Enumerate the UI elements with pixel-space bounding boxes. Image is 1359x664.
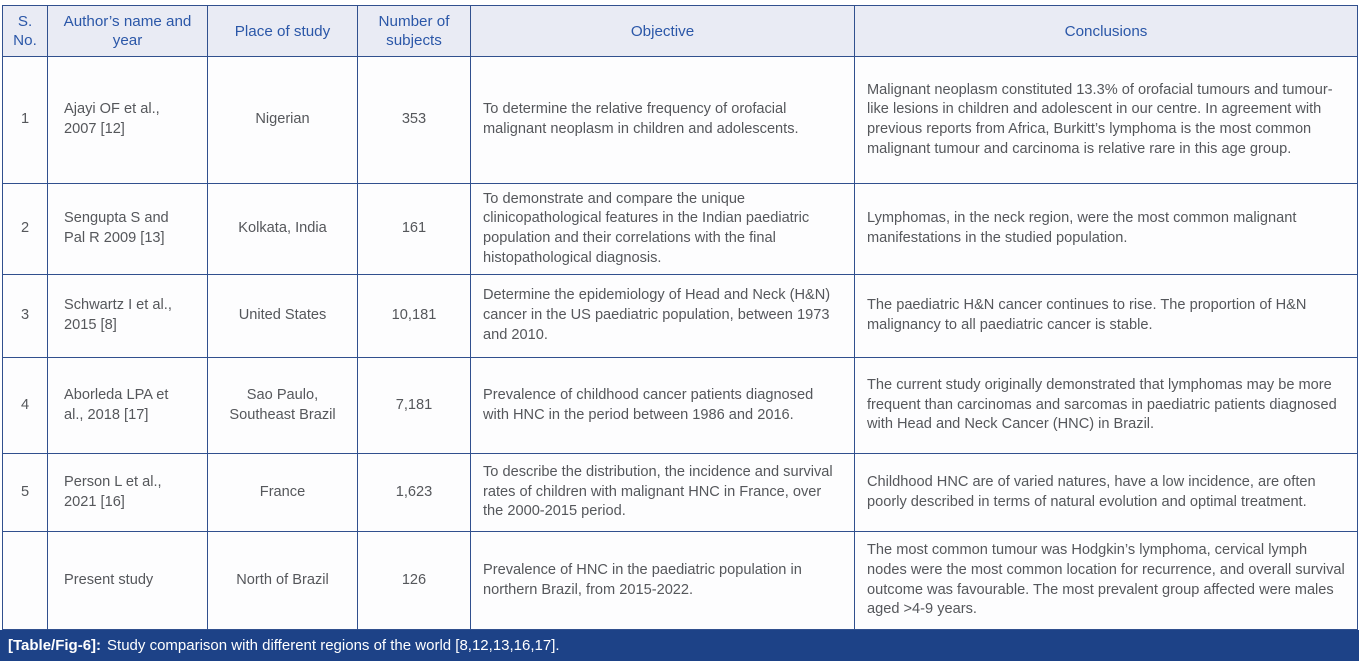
cell-author: Schwartz I et al., 2015 [8]	[47, 274, 208, 358]
cell-place: North of Brazil	[207, 531, 358, 630]
header-conclusions: Conclusions	[854, 5, 1358, 57]
cell-place: United States	[207, 274, 358, 358]
cell-place: Sao Paulo, Southeast Brazil	[207, 357, 358, 454]
cell-conclusions: The paediatric H&N cancer continues to r…	[854, 274, 1358, 358]
cell-objective: To demonstrate and compare the unique cl…	[470, 183, 855, 275]
study-comparison-table: S. No. Author’s name and year Place of s…	[2, 5, 1358, 630]
table-row: 5 Person L et al., 2021 [16] France 1,62…	[2, 453, 1358, 532]
table-header-row: S. No. Author’s name and year Place of s…	[2, 5, 1358, 57]
caption-label: [Table/Fig-6]:	[8, 637, 102, 654]
cell-objective: Prevalence of childhood cancer patients …	[470, 357, 855, 454]
cell-objective: To determine the relative frequency of o…	[470, 56, 855, 184]
header-sno: S. No.	[2, 5, 48, 57]
table-row: 2 Sengupta S and Pal R 2009 [13] Kolkata…	[2, 183, 1358, 275]
cell-sno: 2	[2, 183, 48, 275]
cell-sno: 4	[2, 357, 48, 454]
cell-author: Person L et al., 2021 [16]	[47, 453, 208, 532]
cell-sno: 5	[2, 453, 48, 532]
table-row: 3 Schwartz I et al., 2015 [8] United Sta…	[2, 274, 1358, 358]
cell-author: Present study	[47, 531, 208, 630]
cell-conclusions: The most common tumour was Hodgkin’s lym…	[854, 531, 1358, 630]
cell-place: Kolkata, India	[207, 183, 358, 275]
cell-conclusions: Childhood HNC are of varied natures, hav…	[854, 453, 1358, 532]
cell-sno: 3	[2, 274, 48, 358]
header-subjects: Number of subjects	[357, 5, 471, 57]
cell-conclusions: Lymphomas, in the neck region, were the …	[854, 183, 1358, 275]
header-objective: Objective	[470, 5, 855, 57]
cell-author: Aborleda LPA et al., 2018 [17]	[47, 357, 208, 454]
cell-subjects: 126	[357, 531, 471, 630]
cell-conclusions: The current study originally demonstrate…	[854, 357, 1358, 454]
cell-subjects: 161	[357, 183, 471, 275]
table-row: 1 Ajayi OF et al., 2007 [12] Nigerian 35…	[2, 56, 1358, 184]
table-row: Present study North of Brazil 126 Preval…	[2, 531, 1358, 630]
cell-place: France	[207, 453, 358, 532]
table-caption: [Table/Fig-6]: Study comparison with dif…	[0, 630, 1359, 661]
cell-author: Ajayi OF et al., 2007 [12]	[47, 56, 208, 184]
cell-subjects: 353	[357, 56, 471, 184]
cell-sno: 1	[2, 56, 48, 184]
header-author: Author’s name and year	[47, 5, 208, 57]
caption-text: Study comparison with different regions …	[107, 637, 560, 654]
cell-subjects: 1,623	[357, 453, 471, 532]
cell-author: Sengupta S and Pal R 2009 [13]	[47, 183, 208, 275]
cell-place: Nigerian	[207, 56, 358, 184]
cell-subjects: 10,181	[357, 274, 471, 358]
cell-objective: To describe the distribution, the incide…	[470, 453, 855, 532]
cell-conclusions: Malignant neoplasm constituted 13.3% of …	[854, 56, 1358, 184]
cell-objective: Prevalence of HNC in the paediatric popu…	[470, 531, 855, 630]
cell-subjects: 7,181	[357, 357, 471, 454]
table-row: 4 Aborleda LPA et al., 2018 [17] Sao Pau…	[2, 357, 1358, 454]
cell-objective: Determine the epidemiology of Head and N…	[470, 274, 855, 358]
header-place: Place of study	[207, 5, 358, 57]
cell-sno	[2, 531, 48, 630]
